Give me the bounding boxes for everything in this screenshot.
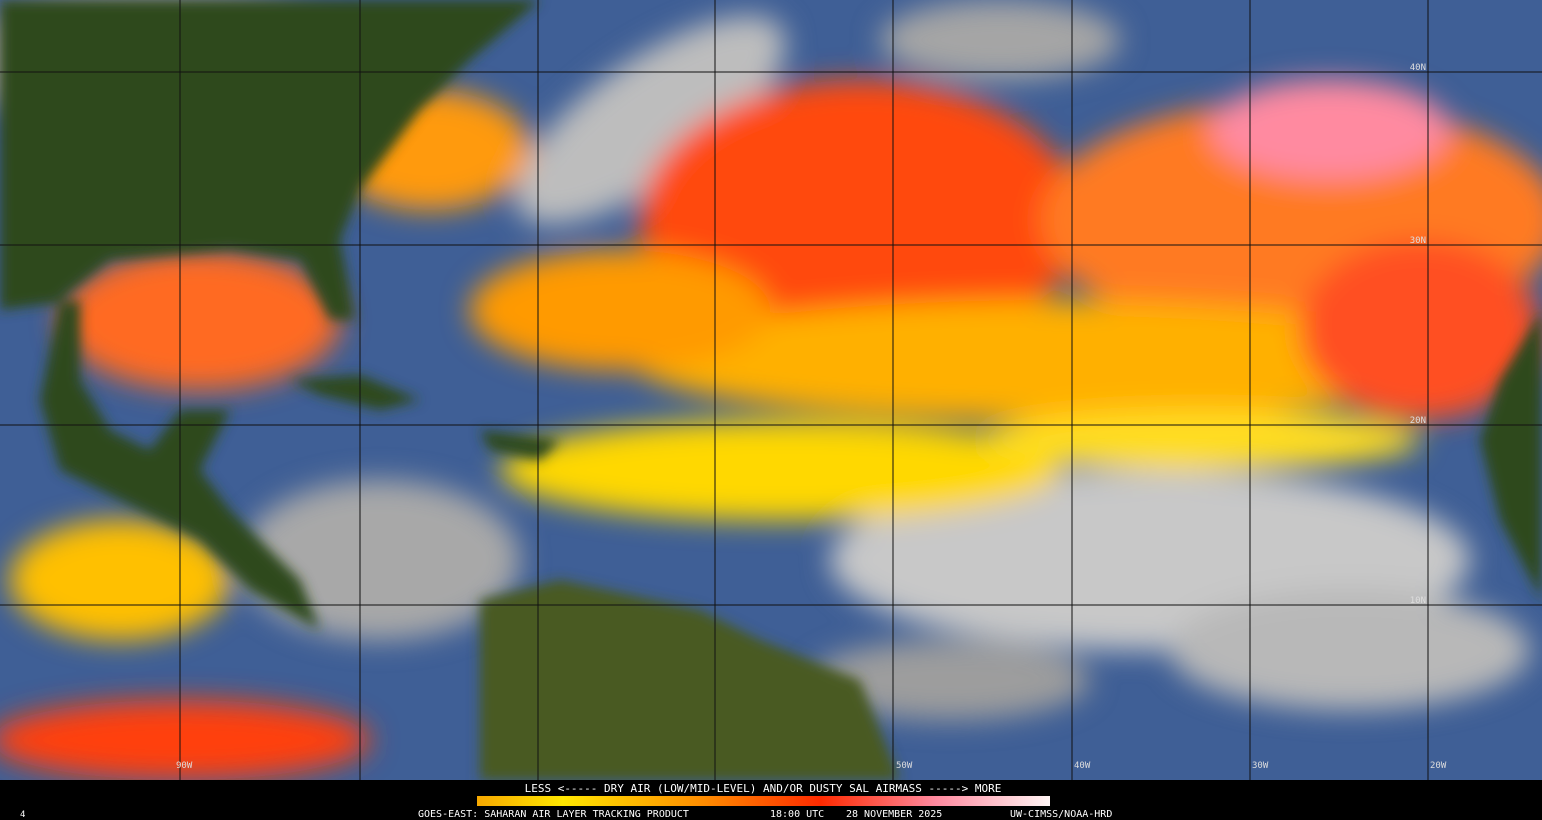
date: 28 NOVEMBER 2025 xyxy=(846,809,942,820)
lat-label: 40N xyxy=(1410,63,1426,73)
footer: LESS <----- DRY AIR (LOW/MID-LEVEL) AND/… xyxy=(0,780,1542,820)
lat-label: 30N xyxy=(1410,236,1426,246)
lat-label: 10N xyxy=(1410,596,1426,606)
lat-label: 20N xyxy=(1410,416,1426,426)
time: 18:00 UTC xyxy=(770,809,824,820)
lon-label: 20W xyxy=(1430,761,1447,771)
lon-label: 90W xyxy=(176,761,193,771)
color-bar xyxy=(477,796,1050,806)
lon-label: 50W xyxy=(896,761,913,771)
product-name: GOES-EAST: SAHARAN AIR LAYER TRACKING PR… xyxy=(418,809,689,820)
frame-number: 4 xyxy=(20,810,25,820)
imagery xyxy=(0,0,1542,780)
lon-label: 40W xyxy=(1074,761,1091,771)
legend-text: LESS <----- DRY AIR (LOW/MID-LEVEL) AND/… xyxy=(525,782,1002,795)
graticule xyxy=(0,0,1542,780)
lon-label: 30W xyxy=(1252,761,1269,771)
grid-labels: 40N 30N 20N 10N 90W 50W 40W 30W 20W xyxy=(176,63,1447,771)
credit: UW-CIMSS/NOAA-HRD xyxy=(1010,809,1112,820)
